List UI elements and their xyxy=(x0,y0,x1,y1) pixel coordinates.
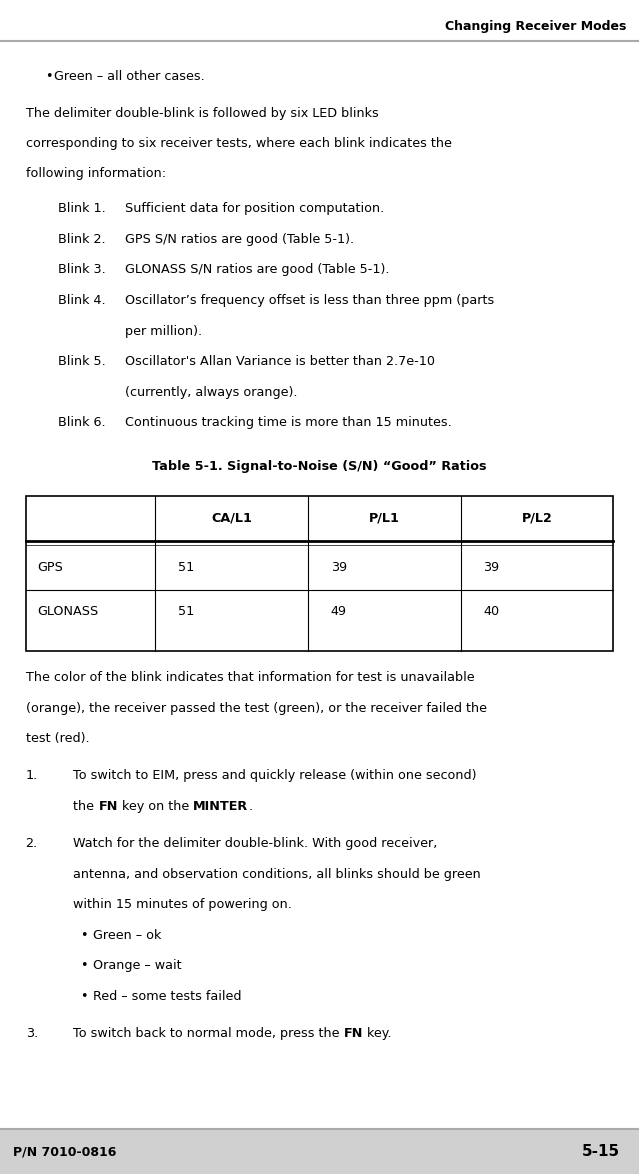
Text: P/L1: P/L1 xyxy=(369,512,399,525)
Text: Blink 6.: Blink 6. xyxy=(58,417,105,430)
Text: 5-15: 5-15 xyxy=(581,1145,620,1159)
Text: Sufficient data for position computation.: Sufficient data for position computation… xyxy=(125,202,384,215)
Text: per million).: per million). xyxy=(125,324,202,338)
Text: Continuous tracking time is more than 15 minutes.: Continuous tracking time is more than 15… xyxy=(125,417,451,430)
Text: FN: FN xyxy=(98,799,118,814)
Text: within 15 minutes of powering on.: within 15 minutes of powering on. xyxy=(73,898,293,911)
Text: The delimiter double-blink is followed by six LED blinks: The delimiter double-blink is followed b… xyxy=(26,107,378,120)
Text: .: . xyxy=(248,799,252,814)
Text: following information:: following information: xyxy=(26,167,166,180)
Text: P/N 7010-0816: P/N 7010-0816 xyxy=(13,1145,116,1159)
Text: 1.: 1. xyxy=(26,769,38,782)
Text: •: • xyxy=(80,990,88,1003)
Text: Blink 2.: Blink 2. xyxy=(58,232,105,245)
Text: Table 5-1. Signal-to-Noise (S/N) “Good” Ratios: Table 5-1. Signal-to-Noise (S/N) “Good” … xyxy=(152,460,487,473)
Text: Blink 1.: Blink 1. xyxy=(58,202,105,215)
Text: GLONASS S/N ratios are good (Table 5-1).: GLONASS S/N ratios are good (Table 5-1). xyxy=(125,263,389,276)
Text: •: • xyxy=(80,929,88,942)
Text: (currently, always orange).: (currently, always orange). xyxy=(125,386,297,399)
Text: 51: 51 xyxy=(178,606,194,619)
Text: P/L2: P/L2 xyxy=(521,512,553,525)
Text: To switch back to normal mode, press the: To switch back to normal mode, press the xyxy=(73,1027,344,1040)
Text: 3.: 3. xyxy=(26,1027,38,1040)
Bar xyxy=(26,497,613,652)
Text: Blink 3.: Blink 3. xyxy=(58,263,105,276)
Text: 39: 39 xyxy=(330,561,347,574)
Text: key on the: key on the xyxy=(118,799,193,814)
Text: Oscillator’s frequency offset is less than three ppm (parts: Oscillator’s frequency offset is less th… xyxy=(125,294,494,306)
Text: 49: 49 xyxy=(330,606,347,619)
Text: Green – ok: Green – ok xyxy=(93,929,161,942)
Text: Oscillator's Allan Variance is better than 2.7e-10: Oscillator's Allan Variance is better th… xyxy=(125,355,435,369)
Text: To switch to EIM, press and quickly release (within one second): To switch to EIM, press and quickly rele… xyxy=(73,769,477,782)
Text: GPS S/N ratios are good (Table 5-1).: GPS S/N ratios are good (Table 5-1). xyxy=(125,232,354,245)
Text: CA/L1: CA/L1 xyxy=(211,512,252,525)
Text: GPS: GPS xyxy=(37,561,63,574)
Text: 40: 40 xyxy=(484,606,500,619)
Text: MINTER: MINTER xyxy=(193,799,248,814)
Text: test (red).: test (red). xyxy=(26,733,89,745)
Text: FN: FN xyxy=(344,1027,364,1040)
Text: Green – all other cases.: Green – all other cases. xyxy=(54,70,205,83)
Text: •: • xyxy=(45,70,52,83)
Text: key.: key. xyxy=(364,1027,392,1040)
Text: 2.: 2. xyxy=(26,837,38,850)
Text: corresponding to six receiver tests, where each blink indicates the: corresponding to six receiver tests, whe… xyxy=(26,137,451,150)
FancyBboxPatch shape xyxy=(0,1129,639,1174)
Text: •: • xyxy=(80,959,88,972)
Text: Red – some tests failed: Red – some tests failed xyxy=(93,990,241,1003)
Text: the: the xyxy=(73,799,98,814)
Text: 39: 39 xyxy=(484,561,500,574)
Text: Changing Receiver Modes: Changing Receiver Modes xyxy=(445,20,626,33)
Text: (orange), the receiver passed the test (green), or the receiver failed the: (orange), the receiver passed the test (… xyxy=(26,702,486,715)
Text: Blink 4.: Blink 4. xyxy=(58,294,105,306)
Text: Watch for the delimiter double-blink. With good receiver,: Watch for the delimiter double-blink. Wi… xyxy=(73,837,438,850)
Text: Blink 5.: Blink 5. xyxy=(58,355,105,369)
Text: 51: 51 xyxy=(178,561,194,574)
Text: Orange – wait: Orange – wait xyxy=(93,959,181,972)
Text: GLONASS: GLONASS xyxy=(37,606,98,619)
Text: The color of the blink indicates that information for test is unavailable: The color of the blink indicates that in… xyxy=(26,672,474,684)
Text: antenna, and observation conditions, all blinks should be green: antenna, and observation conditions, all… xyxy=(73,868,481,880)
